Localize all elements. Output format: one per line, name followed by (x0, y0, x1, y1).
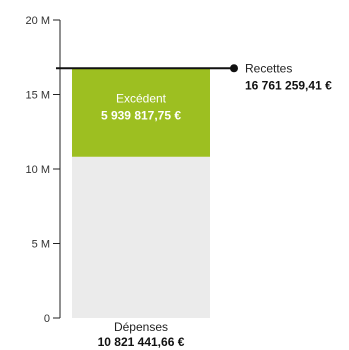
bar-excedent (72, 68, 210, 157)
recettes-value: 16 761 259,41 € (245, 78, 332, 92)
depenses-label: Dépenses (114, 320, 168, 334)
recettes-marker (230, 64, 238, 73)
y-tick-label: 10 M (26, 164, 50, 176)
y-tick-label: 20 M (26, 15, 50, 27)
y-tick-label: 5 M (32, 239, 50, 251)
y-tick-label: 0 (44, 313, 50, 325)
excedent-label: Excédent (116, 92, 167, 106)
y-axis: 0 5 M 10 M 15 M 20 M (26, 15, 61, 325)
bar-depenses (72, 156, 210, 318)
excedent-value: 5 939 817,75 € (101, 109, 181, 123)
y-tick-label: 15 M (26, 90, 50, 102)
depenses-value: 10 821 441,66 € (98, 335, 185, 349)
recettes-label: Recettes (245, 61, 292, 75)
